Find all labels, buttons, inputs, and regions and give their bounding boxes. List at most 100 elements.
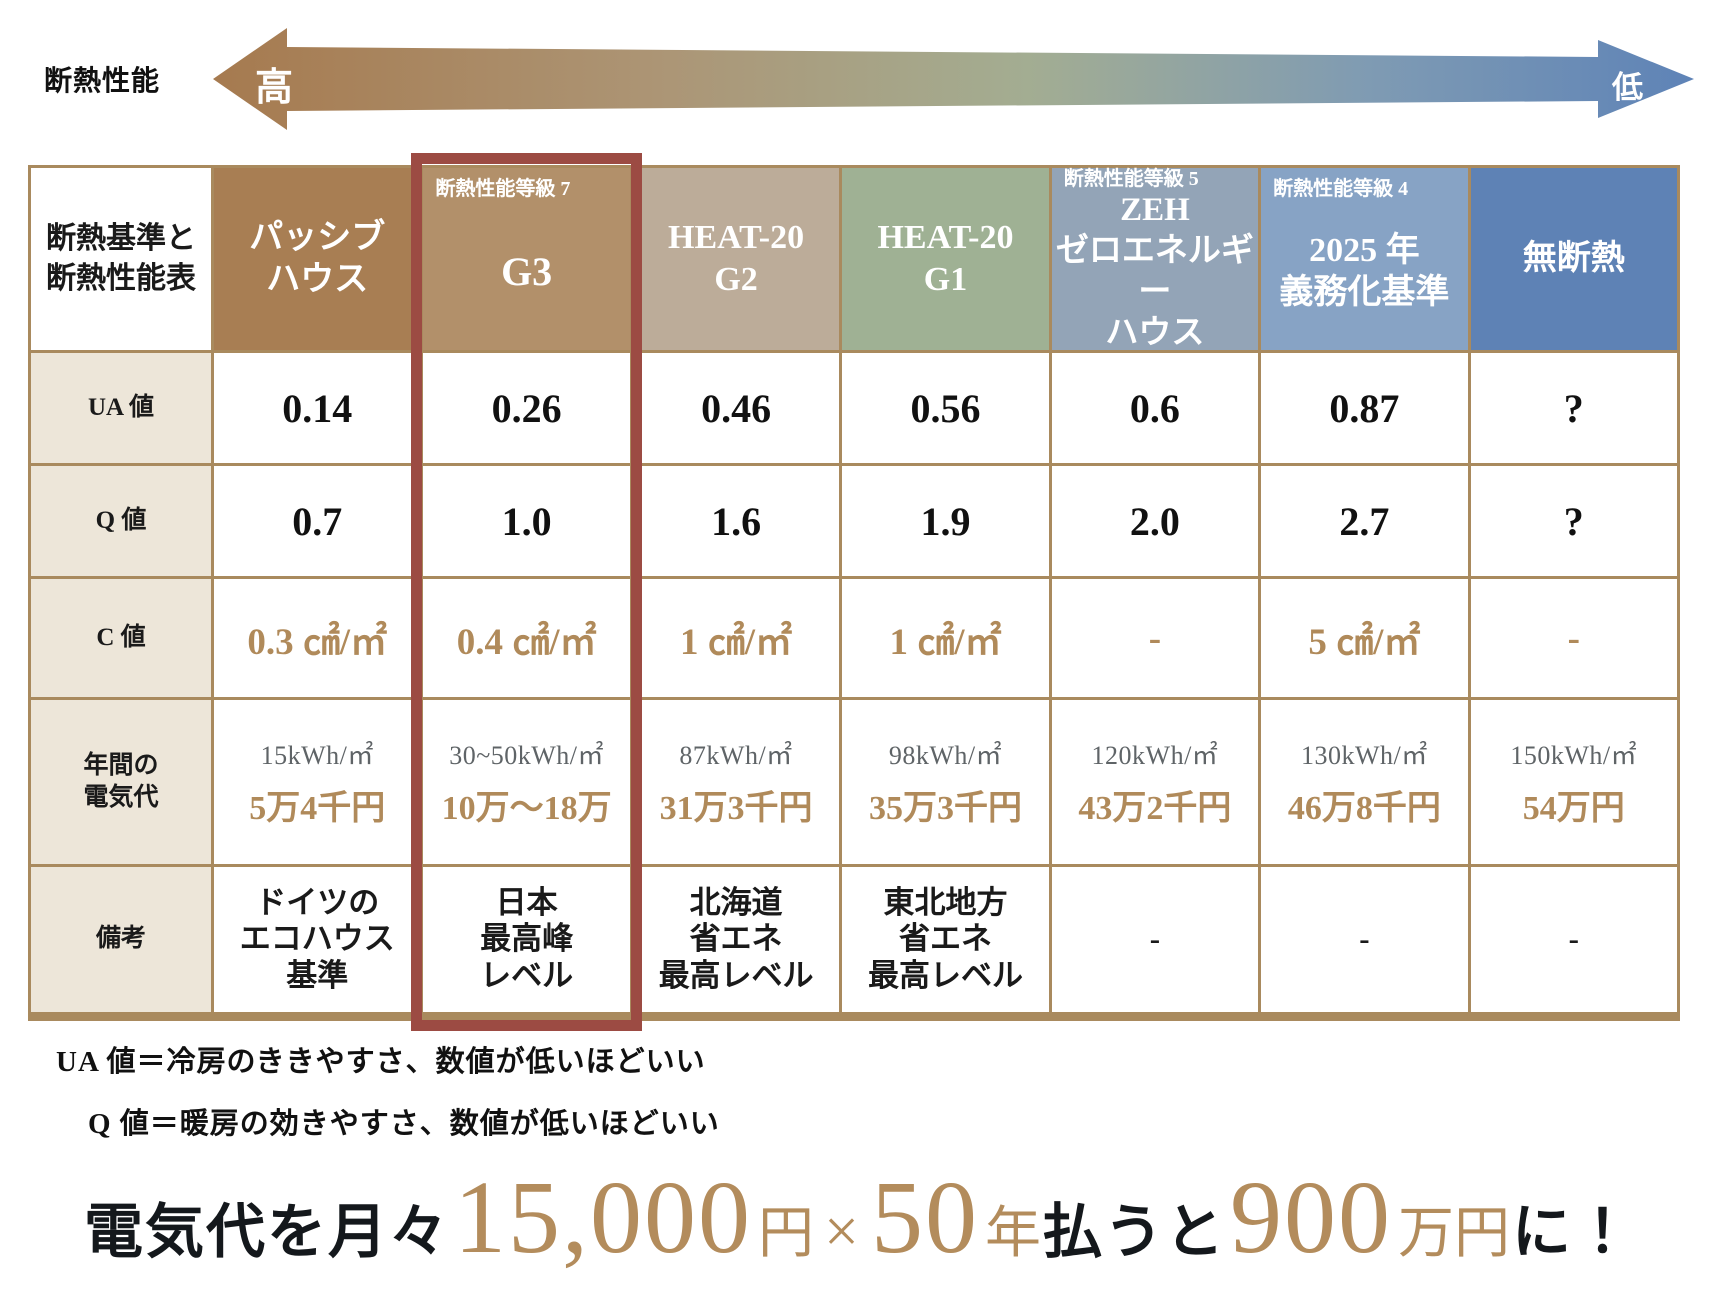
remarks-passive-house: ドイツの エコハウス 基準 [214,867,421,1012]
header-subtitle-line: ハウス [1105,315,1205,352]
c-value-2025-standard: 5 ㎠/㎡ [1261,579,1468,697]
header-title-line: G2 [714,261,758,298]
remark-line: 省エネ [898,921,992,957]
insulation-performance-arrow: 断熱性能 高 低 [0,0,1718,160]
column-header-heat20-g1: HEAT-20 G1 [842,168,1049,350]
remark-line: 省エネ [689,921,783,957]
header-title: ZEH ゼロエネルギー ハウス [1056,190,1254,355]
remark-line: 東北地方 [883,884,1008,920]
annual-yen: 35万3千円 [868,790,1022,827]
headline-multiply-sign: × [824,1198,859,1266]
annual-cost-heat20-g1: 98kWh/㎡ 35万3千円 [842,700,1049,864]
q-value-passive-house: 0.7 [214,466,421,576]
remarks-no-insulation: - [1470,867,1677,1012]
headline-middle: 払うと [1042,1199,1226,1265]
remark-line: ドイツの [255,884,380,920]
footnotes: UA 値＝冷房のききやすさ、数値が低いほどいい Q 値＝暖房の効きやすさ、数値が… [56,1038,720,1142]
q-value-g3: 1.0 [423,466,630,576]
remark-line: エコハウス [239,921,395,957]
annual-yen: 10万〜18万 [441,790,612,827]
annual-cost-zeh: 120kWh/㎡ 43万2千円 [1051,700,1259,864]
remark-line: - [1149,921,1161,957]
row-label-remarks: 備考 [31,867,211,1012]
remarks-g3: 日本 最高峰 レベル [423,867,630,1012]
header-title: HEAT-20 G2 [668,174,804,344]
header-title-line: HEAT-20 [668,218,805,256]
remark-line: 最高レベル [867,957,1023,993]
q-value-no-insulation: ? [1470,466,1677,576]
ua-value-passive-house: 0.14 [214,353,421,463]
ua-value-heat20-g1: 0.56 [842,353,1049,463]
header-title-line: 2025 年 [1309,231,1420,269]
annual-kwh: 150kWh/㎡ [1510,741,1638,770]
ua-value-heat20-g2: 0.46 [632,353,840,463]
arrow-low-label: 低 [1612,70,1643,105]
c-value-no-insulation: - [1470,579,1677,697]
remark-line: レベル [480,957,574,993]
header-tag: 断熱性能等級 5 [1063,167,1199,190]
column-header-passive-house: パッシブ ハウス [214,168,421,350]
annual-kwh: 98kWh/㎡ [888,741,1003,770]
remark-line: 最高レベル [658,957,814,993]
remarks-zeh: - [1051,867,1259,1012]
insulation-comparison-table: 断熱基準と 断熱性能表 パッシブ ハウス 断熱性能等級 7 G3 HEAT-20… [28,165,1680,1021]
header-title-line: 義務化基準 [1279,274,1450,311]
header-tag: 断熱性能等級 7 [435,178,571,200]
q-value-zeh: 2.0 [1051,466,1259,576]
row-label-annual-cost: 年間の 電気代 [31,700,211,864]
row-label-c: C 値 [31,579,211,697]
annual-cost-2025-standard: 130kWh/㎡ 46万8千円 [1261,700,1468,864]
remark-line: 基準 [286,957,349,993]
remark-line: 日本 [495,884,558,920]
header-title-line: HEAT-20 [877,218,1014,256]
header-title-line: ハウス [266,261,369,298]
annual-yen: 54万円 [1522,790,1625,827]
column-header-zeh: 断熱性能等級 5 ZEH ゼロエネルギー ハウス [1051,168,1259,351]
ua-value-g3: 0.26 [423,353,630,463]
table-corner-cell: 断熱基準と 断熱性能表 [31,168,211,350]
header-title: パッシブ ハウス [249,174,385,344]
c-value-heat20-g2: 1 ㎠/㎡ [632,579,840,697]
header-title-line: 無断熱 [1522,239,1625,277]
header-title-line: ZEH [1120,191,1190,228]
annual-yen: 31万3千円 [659,790,813,827]
annual-kwh: 120kWh/㎡ [1091,741,1219,770]
c-value-zeh: - [1051,579,1259,697]
ua-value-2025-standard: 0.87 [1261,353,1468,463]
row-label-annual-line1: 年間の [83,751,159,779]
footnote-ua: UA 値＝冷房のききやすさ、数値が低いほどいい [56,1046,706,1078]
annual-yen: 46万8千円 [1287,790,1441,827]
footnote-q: Q 値＝暖房の効きやすさ、数値が低いほどいい [88,1108,720,1140]
headline-manyen-unit: 万円 [1397,1203,1510,1265]
column-header-no-insulation: 無断熱 [1470,168,1677,350]
gradient-arrow-graphic [213,28,1694,130]
c-value-passive-house: 0.3 ㎠/㎡ [214,579,421,697]
arrow-axis-label: 断熱性能 [44,66,161,97]
header-title: 2025 年 義務化基準 [1279,200,1449,344]
row-label-annual-line2: 電気代 [83,784,159,811]
header-title-line: パッシブ [249,218,386,256]
arrow-high-label: 高 [255,67,294,109]
annual-kwh: 130kWh/㎡ [1300,741,1428,770]
headline-total: 900 [1229,1160,1392,1275]
annual-cost-g3: 30~50kWh/㎡ 10万〜18万 [423,700,630,864]
annual-cost-passive-house: 15kWh/㎡ 5万4千円 [214,700,421,864]
headline-years: 50 [870,1160,979,1275]
remark-line: 最高峰 [480,921,574,957]
remarks-2025-standard: - [1261,867,1468,1012]
c-value-g3: 0.4 ㎠/㎡ [423,579,630,697]
annual-yen: 43万2千円 [1078,790,1232,827]
column-header-2025-standard: 断熱性能等級 4 2025 年 義務化基準 [1261,168,1468,350]
headline-suffix: に！ [1511,1199,1634,1265]
header-title-line: G3 [501,249,553,294]
q-value-heat20-g2: 1.6 [632,466,840,576]
header-title: HEAT-20 G1 [877,174,1013,344]
row-label-q: Q 値 [31,466,211,576]
q-value-2025-standard: 2.7 [1261,466,1468,576]
headline-monthly-amount: 15,000 [454,1160,752,1275]
corner-line1: 断熱基準と [46,221,196,255]
remark-line: - [1359,921,1370,957]
double-arrow-shape [213,28,1694,130]
header-title-line: G1 [923,261,968,298]
remarks-heat20-g1: 東北地方 省エネ 最高レベル [842,867,1049,1012]
